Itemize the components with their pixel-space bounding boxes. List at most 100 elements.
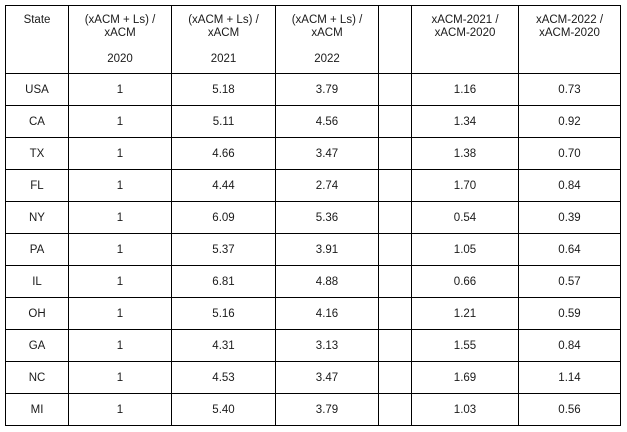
cell-ratio-2022: 2.74 — [275, 169, 379, 202]
cell-xacm-2022-over-2020: 0.39 — [518, 201, 621, 234]
header-year: 2020 — [107, 53, 133, 65]
table-row: IL 1 6.81 4.88 0.66 0.57 — [5, 265, 621, 298]
table-row: PA 1 5.37 3.91 1.05 0.64 — [5, 233, 621, 266]
cell-state: PA — [5, 233, 69, 266]
cell-ratio-2021: 4.53 — [171, 361, 276, 394]
cell-ratio-2020: 1 — [68, 393, 172, 426]
cell-spacer — [378, 393, 412, 426]
cell-ratio-2020: 1 — [68, 105, 172, 138]
cell-xacm-2022-over-2020: 1.14 — [518, 361, 621, 394]
cell-ratio-2021: 5.40 — [171, 393, 276, 426]
cell-xacm-2021-over-2020: 1.21 — [411, 297, 519, 330]
header-formula-line2: xACM — [311, 27, 343, 39]
table-row: GA 1 4.31 3.13 1.55 0.84 — [5, 329, 621, 362]
cell-spacer — [378, 265, 412, 298]
cell-xacm-2021-over-2020: 0.66 — [411, 265, 519, 298]
cell-xacm-2021-over-2020: 1.03 — [411, 393, 519, 426]
header-formula-line1: xACM-2021 / — [431, 14, 499, 26]
cell-ratio-2022: 4.56 — [275, 105, 379, 138]
cell-xacm-2022-over-2020: 0.56 — [518, 393, 621, 426]
cell-ratio-2022: 4.88 — [275, 265, 379, 298]
header-formula-line2: xACM — [207, 27, 240, 39]
col-header-xacm-2021-over-2020: xACM-2021 / xACM-2020 — [411, 5, 519, 74]
state-ratio-table: State (xACM + Ls) / xACM 2020 (xACM + Ls… — [5, 5, 621, 426]
cell-ratio-2020: 1 — [68, 297, 172, 330]
cell-xacm-2021-over-2020: 0.54 — [411, 201, 519, 234]
cell-ratio-2022: 4.16 — [275, 297, 379, 330]
header-formula-line2: xACM-2020 — [539, 27, 600, 39]
cell-xacm-2021-over-2020: 1.16 — [411, 73, 519, 106]
cell-ratio-2021: 4.31 — [171, 329, 276, 362]
cell-xacm-2021-over-2020: 1.55 — [411, 329, 519, 362]
cell-ratio-2022: 3.47 — [275, 137, 379, 170]
cell-xacm-2022-over-2020: 0.59 — [518, 297, 621, 330]
table-row: CA 1 5.11 4.56 1.34 0.92 — [5, 105, 621, 138]
cell-ratio-2020: 1 — [68, 361, 172, 394]
cell-state: NC — [5, 361, 69, 394]
cell-spacer — [378, 329, 412, 362]
cell-ratio-2020: 1 — [68, 169, 172, 202]
cell-state: TX — [5, 137, 69, 170]
cell-state: FL — [5, 169, 69, 202]
cell-state: GA — [5, 329, 69, 362]
cell-spacer — [378, 361, 412, 394]
table-row: NY 1 6.09 5.36 0.54 0.39 — [5, 201, 621, 234]
cell-xacm-2022-over-2020: 0.73 — [518, 73, 621, 106]
col-header-spacer — [378, 5, 412, 74]
cell-state: CA — [5, 105, 69, 138]
cell-state: IL — [5, 265, 69, 298]
cell-ratio-2021: 4.44 — [171, 169, 276, 202]
cell-ratio-2021: 6.09 — [171, 201, 276, 234]
cell-spacer — [378, 169, 412, 202]
table-row: USA 1 5.18 3.79 1.16 0.73 — [5, 73, 621, 106]
header-formula-line2: xACM-2020 — [434, 27, 496, 39]
cell-ratio-2020: 1 — [68, 265, 172, 298]
table-row: NC 1 4.53 3.47 1.69 1.14 — [5, 361, 621, 394]
cell-xacm-2022-over-2020: 0.70 — [518, 137, 621, 170]
table-row: TX 1 4.66 3.47 1.38 0.70 — [5, 137, 621, 170]
cell-ratio-2021: 5.11 — [171, 105, 276, 138]
cell-spacer — [378, 297, 412, 330]
col-header-ratio-2021: (xACM + Ls) / xACM 2021 — [171, 5, 276, 74]
cell-xacm-2022-over-2020: 0.84 — [518, 169, 621, 202]
cell-xacm-2022-over-2020: 0.64 — [518, 233, 621, 266]
table-body: USA 1 5.18 3.79 1.16 0.73 CA 1 5.11 4.56… — [5, 73, 621, 426]
col-header-xacm-2022-over-2020: xACM-2022 / xACM-2020 — [518, 5, 621, 74]
cell-ratio-2020: 1 — [68, 201, 172, 234]
header-formula-line1: (xACM + Ls) / — [291, 14, 363, 26]
cell-xacm-2021-over-2020: 1.70 — [411, 169, 519, 202]
cell-ratio-2021: 6.81 — [171, 265, 276, 298]
cell-spacer — [378, 105, 412, 138]
col-header-ratio-2022: (xACM + Ls) / xACM 2022 — [275, 5, 379, 74]
cell-spacer — [378, 233, 412, 266]
cell-ratio-2022: 3.47 — [275, 361, 379, 394]
table-row: FL 1 4.44 2.74 1.70 0.84 — [5, 169, 621, 202]
cell-xacm-2022-over-2020: 0.57 — [518, 265, 621, 298]
cell-xacm-2021-over-2020: 1.34 — [411, 105, 519, 138]
cell-ratio-2021: 5.16 — [171, 297, 276, 330]
header-label: State — [23, 14, 51, 26]
cell-ratio-2020: 1 — [68, 137, 172, 170]
header-year: 2021 — [210, 53, 237, 65]
header-formula-line1: (xACM + Ls) / — [84, 14, 156, 26]
header-row: State (xACM + Ls) / xACM 2020 (xACM + Ls… — [5, 5, 621, 74]
col-header-state: State — [5, 5, 69, 74]
col-header-ratio-2020: (xACM + Ls) / xACM 2020 — [68, 5, 172, 74]
cell-ratio-2020: 1 — [68, 233, 172, 266]
cell-ratio-2021: 4.66 — [171, 137, 276, 170]
cell-xacm-2022-over-2020: 0.84 — [518, 329, 621, 362]
cell-state: USA — [5, 73, 69, 106]
header-formula-line2: xACM — [104, 27, 136, 39]
header-year: 2022 — [314, 53, 340, 65]
cell-ratio-2022: 3.91 — [275, 233, 379, 266]
cell-ratio-2022: 5.36 — [275, 201, 379, 234]
cell-state: NY — [5, 201, 69, 234]
cell-spacer — [378, 201, 412, 234]
cell-spacer — [378, 73, 412, 106]
cell-ratio-2022: 3.13 — [275, 329, 379, 362]
header-formula-line1: xACM-2022 / — [535, 14, 604, 26]
cell-ratio-2022: 3.79 — [275, 393, 379, 426]
cell-xacm-2021-over-2020: 1.05 — [411, 233, 519, 266]
header-formula-line1: (xACM + Ls) / — [188, 14, 259, 26]
